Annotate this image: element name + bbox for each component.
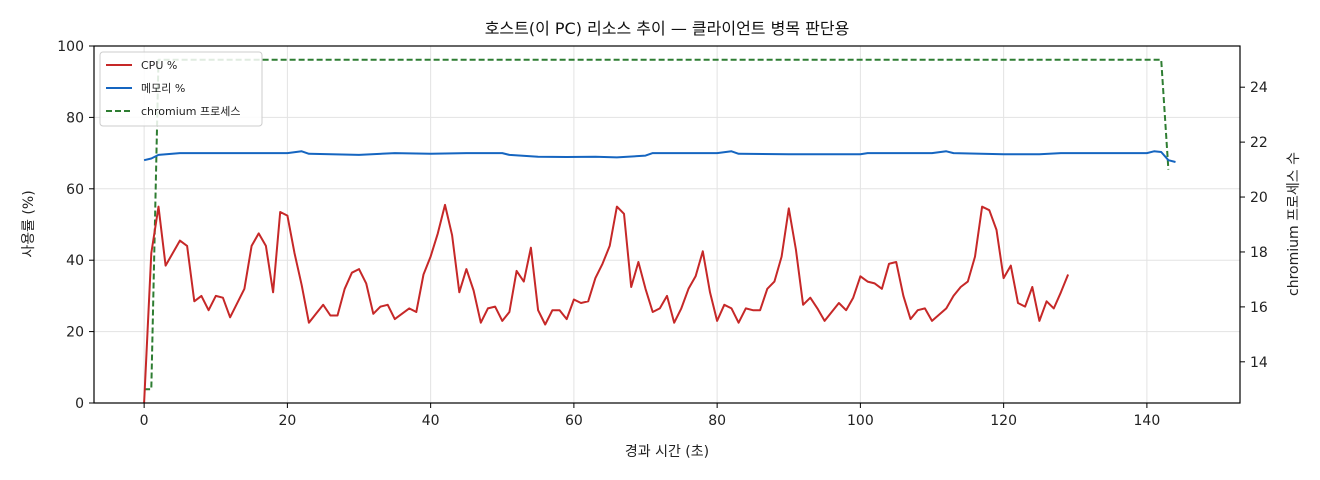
series-line-1 (143, 150, 1176, 163)
x-tick-label: 60 (565, 413, 583, 429)
y2-tick-label: 24 (1250, 80, 1268, 96)
x-tick-label: 40 (422, 413, 440, 429)
y-tick-label: 80 (66, 110, 84, 126)
x-axis-label: 경과 시간 (초) (625, 444, 709, 460)
chart-title: 호스트(이 PC) 리소스 추이 — 클라이언트 병목 판단용 (485, 19, 850, 38)
y2-tick-label: 20 (1250, 190, 1268, 206)
y-tick-label: 40 (66, 253, 84, 269)
y2-tick-label: 16 (1250, 300, 1268, 316)
legend: CPU % 메모리 % chromium 프로세스 (99, 51, 263, 127)
x-tick-label: 100 (847, 413, 874, 429)
y-axis-label: 사용률 (%) (21, 190, 37, 257)
series-line-2 (144, 58, 1170, 391)
y-tick-label: 20 (66, 325, 84, 341)
x-tick-label: 0 (140, 413, 149, 429)
y-tick-label: 60 (66, 182, 84, 198)
x-tick-label: 120 (990, 413, 1017, 429)
y2-tick-label: 14 (1250, 355, 1268, 371)
x-axis: 0 20 40 60 80 100 120 140 (140, 403, 1161, 429)
plot-frame (93, 45, 1241, 404)
y-tick-label: 100 (57, 39, 84, 55)
legend-label: chromium 프로세스 (141, 105, 240, 118)
y2-axis: 14 16 18 20 22 24 (1240, 80, 1268, 371)
series-layer (143, 58, 1176, 404)
legend-label: CPU % (141, 59, 177, 72)
y-axis: 0 20 40 60 80 100 (57, 39, 94, 412)
x-tick-label: 80 (708, 413, 726, 429)
y-tick-label: 0 (75, 396, 84, 412)
y2-tick-label: 22 (1250, 135, 1268, 151)
y2-axis-label: chromium 프로세스 수 (1286, 152, 1302, 296)
x-tick-label: 140 (1134, 413, 1161, 429)
legend-box (99, 51, 263, 127)
legend-label: 메모리 % (141, 82, 185, 95)
x-tick-label: 20 (278, 413, 296, 429)
y2-tick-label: 18 (1250, 245, 1268, 261)
series-line-0 (143, 203, 1070, 404)
